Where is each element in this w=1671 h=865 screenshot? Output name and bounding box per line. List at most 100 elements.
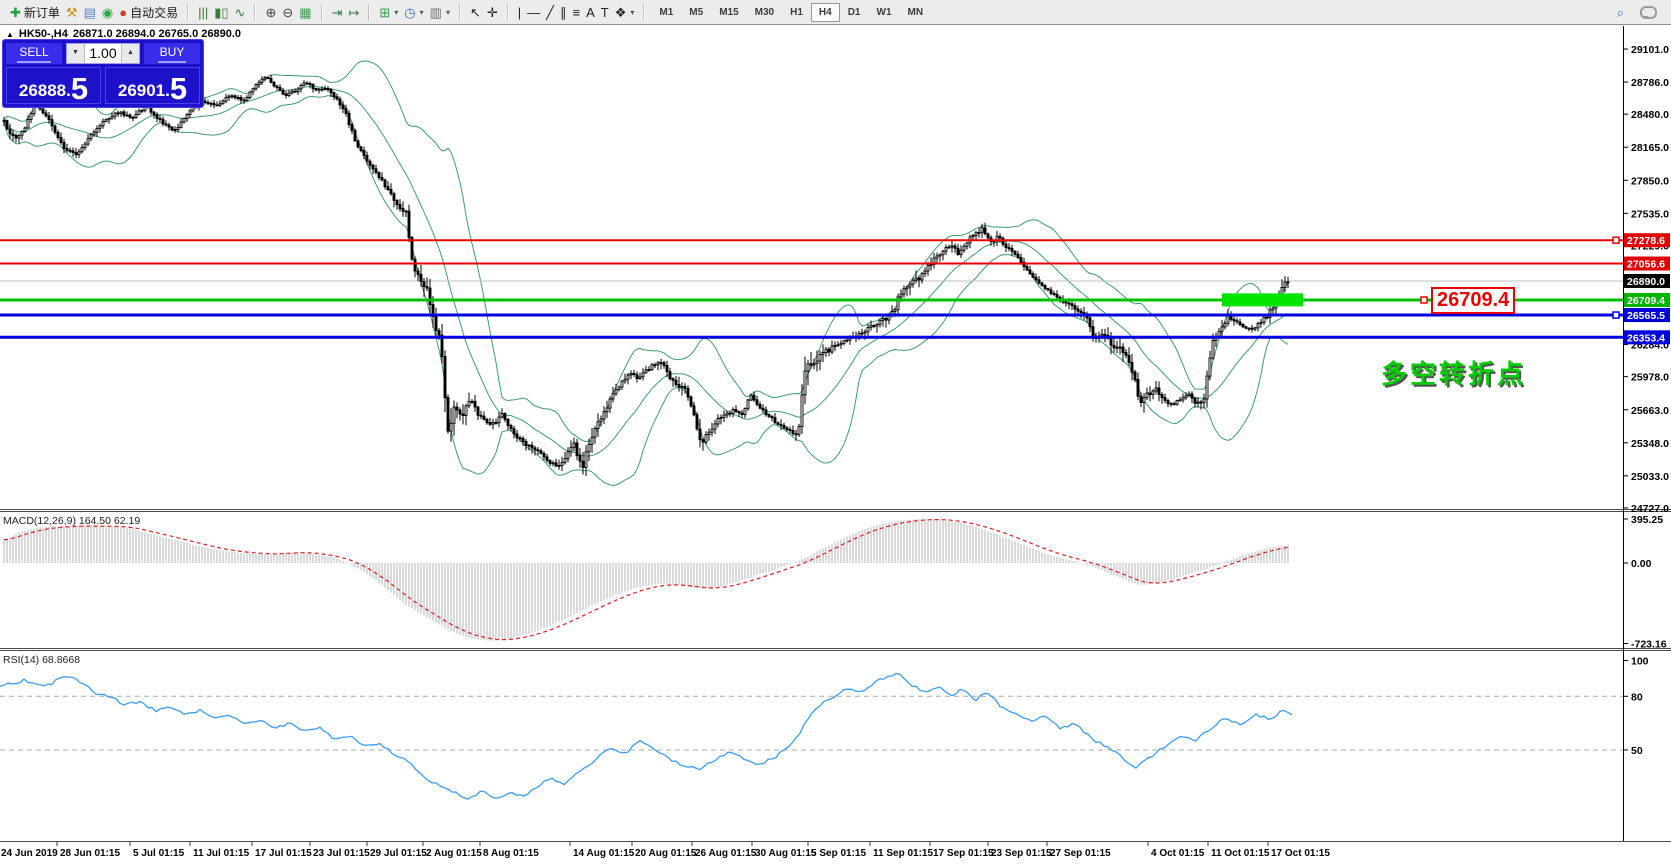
templates-dropdown-icon[interactable]: ▾ [445,7,450,17]
timeframe-w1-button[interactable]: W1 [876,6,892,18]
text-label-button[interactable]: T [598,5,612,20]
chart-window: 29101.0 28786.0 28480.0 28165.0 27850.0 27535… [0,25,1671,865]
chart-shift-button[interactable]: ↦ [345,5,362,20]
macd-indicator-label: MACD(12,26,9) 164.50 62.19 [3,515,140,527]
tile-windows-button[interactable]: ▦ [296,5,314,20]
trendline-icon: ╱ [546,4,554,20]
zoom-out-button[interactable]: ⊖ [279,5,296,20]
templates-button[interactable]: ▥ ▾ [427,5,453,20]
periods-dropdown-icon[interactable]: ▾ [419,7,424,17]
time-tick-label: 29 Jul 01:15 [370,848,427,859]
volume-input[interactable]: 1.00 [89,45,117,61]
candle-chart-button[interactable]: ▮▯ [211,5,231,20]
chat-button[interactable] [1637,5,1660,20]
timeframe-h1-button[interactable]: H1 [790,6,803,18]
time-tick-label: 8 Aug 01:15 [483,848,539,859]
candle-chart-icon: ▮▯ [214,4,229,20]
sell-button[interactable]: SELL [6,43,62,64]
timeframe-d1-button[interactable]: D1 [847,6,861,18]
trendline-button[interactable]: ╱ [543,5,557,20]
text-button[interactable]: A [583,5,598,20]
time-tick-label: 23 Jul 01:15 [313,848,370,859]
time-tick-label: 11 Jul 01:15 [193,848,250,859]
bollinger-lower-band [3,95,1289,487]
axis-label-27278: 27278.6 [1627,235,1665,247]
axis-label-current: 26890.0 [1627,276,1665,288]
zoom-in-button[interactable]: ⊕ [262,5,279,20]
styler-icon: ⚒ [65,4,78,20]
timeframe-m1-button[interactable]: M1 [659,6,674,18]
volume-decrease-button[interactable]: ▼ [67,44,85,63]
toolbar-separator [320,3,323,21]
toolbar-group: ↖ ✛ [463,0,505,24]
fibonacci-button[interactable]: ≡ [570,5,584,20]
periods-button[interactable]: ◷ ▾ [401,5,426,20]
price-tick-label: 28786.0 [1631,77,1669,89]
indicators-button[interactable]: ⊞ ▾ [376,5,401,20]
candle-wicks [3,74,1289,477]
crosshair-button[interactable]: ✛ [484,5,501,20]
price-tick-label: 27535.0 [1631,208,1669,220]
arrows-button[interactable]: ❖ ▾ [612,5,638,20]
indicators-dropdown-icon[interactable]: ▾ [394,7,399,17]
auto-scroll-button[interactable]: ⇥ [329,5,346,20]
chat-icon [1640,5,1657,19]
horizontal-line-button[interactable]: — [524,5,543,20]
toolbar-group: ⌕ [1610,0,1668,24]
time-tick-label: 20 Aug 01:15 [635,848,697,859]
open-chart-window-button[interactable]: ▤ [81,5,99,20]
sell-price-display[interactable]: 26888. 5 [6,67,101,104]
auto-trading-button[interactable]: ● 自动交易 [116,3,181,22]
time-tick-label: 24 Jun 2019 [1,848,58,859]
timeframe-mn-button[interactable]: MN [907,6,924,18]
time-tick-label: 28 Jun 01:15 [60,848,120,859]
line-chart-button[interactable]: ∿ [232,5,249,20]
buy-button[interactable]: BUY [144,43,200,64]
search-button[interactable]: ⌕ [1614,5,1627,20]
time-tick-label: 4 Oct 01:15 [1151,848,1205,859]
one-click-collapse-icon[interactable]: ▲ [6,29,14,39]
equidistant-channel-button[interactable]: ∥ [557,5,570,20]
arrows-dropdown-icon[interactable]: ▾ [630,7,635,17]
indicators-icon: ⊞ [379,4,391,20]
ohlc-values: 26871.0 26894.0 26765.0 26890.0 [72,28,242,40]
timeframe-m30-button[interactable]: M30 [754,6,775,18]
buy-price-display[interactable]: 26901. 5 [105,67,200,104]
hline-handle [1420,296,1428,304]
chart-canvas[interactable]: 29101.0 28786.0 28480.0 28165.0 27850.0 27535… [0,25,1671,865]
signals-button[interactable]: ◉ [99,5,116,20]
new-order-button[interactable]: ✚ 新订单 [7,3,63,22]
bar-chart-icon: ||| [198,4,209,20]
axis-label-26709-box [1624,292,1670,307]
main-toolbar: ✚ 新订单 ⚒ ▤ ◉ ● 自动交易 ||| ▮▯ ∿ ⊕ ⊖ ▦ ⇥ ↦ ⊞ ▾ ◷ ▾ ▥ ▾ ↖ ✛ | — ╱ ∥ ≡ A T ❖ ▾… [0,0,1671,25]
time-tick-label: 11 Oct 01:15 [1211,848,1270,859]
toolbar-group: ⊞ ▾ ◷ ▾ ▥ ▾ [372,0,457,24]
new-order-icon: ✚ [10,4,21,20]
equidistant-channel-icon: ∥ [560,4,567,20]
vertical-line-button[interactable]: | [515,5,524,20]
text-label-icon: T [600,4,609,20]
new-order-label: 新订单 [23,5,60,20]
macd-tick-label: 395.25 [1631,514,1663,526]
toolbar-group: ⊕ ⊖ ▦ [258,0,318,24]
cursor-icon: ↖ [469,4,481,20]
time-tick-label: 5 Jul 01:15 [133,848,185,859]
timeframe-m5-button[interactable]: M5 [689,6,704,18]
toolbar-separator [254,3,257,21]
turning-point-note: 多空转折点 [1381,359,1527,389]
styler-button[interactable]: ⚒ [63,5,81,20]
toolbar-separator [506,3,509,21]
open-chart-window-icon: ▤ [83,4,96,20]
toolbar-separator [187,3,190,21]
volume-increase-button[interactable]: ▲ [121,44,139,63]
time-tick-label: 17 Sep 01:15 [933,848,994,859]
toolbar-separator [458,3,461,21]
tile-windows-icon: ▦ [299,4,312,20]
timeframe-h4-button[interactable]: H4 [810,2,840,22]
timeframe-m15-button[interactable]: M15 [719,6,739,18]
axis-label-27278-box [1624,233,1670,248]
bar-chart-button[interactable]: ||| [195,5,211,20]
toolbar-separator [368,3,371,21]
cursor-button[interactable]: ↖ [467,5,484,20]
auto-trading-icon: ● [119,4,128,20]
